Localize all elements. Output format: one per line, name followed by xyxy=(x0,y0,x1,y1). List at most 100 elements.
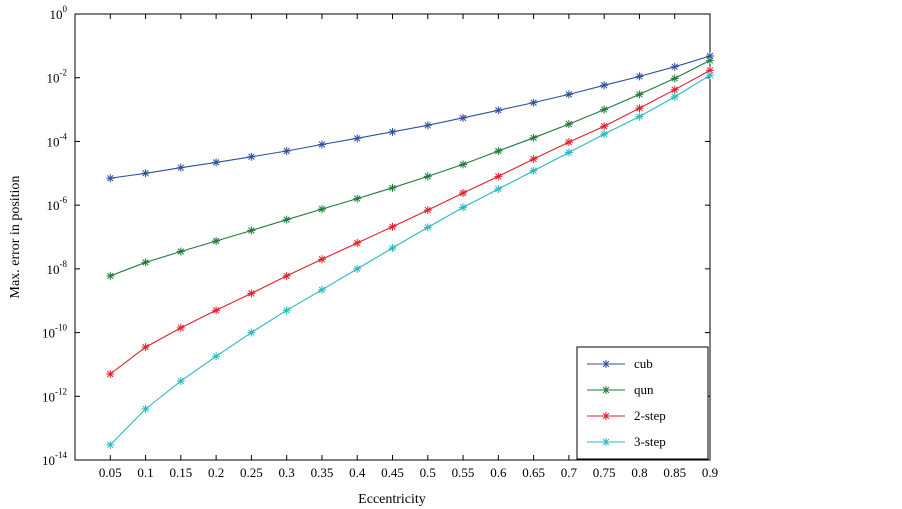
data-point-3-step xyxy=(529,166,538,175)
data-point-cub xyxy=(317,140,326,149)
y-tick-exponent: -2 xyxy=(60,68,68,78)
data-point-qun xyxy=(494,147,503,156)
data-point-3-step xyxy=(635,112,644,121)
data-point-3-step xyxy=(141,404,150,413)
data-point-cub xyxy=(564,90,573,99)
marker-stroke xyxy=(636,113,643,120)
y-tick-base: 10 xyxy=(42,453,55,468)
marker-stroke xyxy=(389,184,396,192)
marker-stroke xyxy=(212,159,220,166)
marker-stroke xyxy=(530,134,537,142)
marker-stroke xyxy=(318,205,326,213)
data-point-2-step xyxy=(141,343,150,352)
series-layer xyxy=(106,52,714,449)
legend-marker-3-step xyxy=(602,438,610,446)
x-tick-label: 0.35 xyxy=(311,465,334,480)
marker-stroke xyxy=(353,265,361,273)
y-tick-exponent: -10 xyxy=(55,323,67,333)
marker-stroke xyxy=(600,130,608,138)
y-tick-exponent: -14 xyxy=(55,450,67,460)
x-tick-label: 0.45 xyxy=(381,465,404,480)
legend-box xyxy=(576,346,709,460)
data-point-2-step xyxy=(670,85,679,94)
x-tick-label: 0.5 xyxy=(420,465,436,480)
x-tick-label: 0.85 xyxy=(663,465,686,480)
y-tick-label: 10-6 xyxy=(47,195,68,213)
marker-stroke xyxy=(565,120,573,128)
legend-label: 2-step xyxy=(634,408,666,423)
data-point-2-step xyxy=(317,255,326,264)
marker-stroke xyxy=(600,82,608,89)
marker-stroke xyxy=(459,204,467,211)
x-axis-label: Eccentricity xyxy=(358,492,426,507)
data-point-qun xyxy=(106,271,115,280)
marker-stroke xyxy=(248,329,255,336)
data-point-qun xyxy=(212,236,221,245)
y-tick-base: 10 xyxy=(42,389,55,404)
data-point-cub xyxy=(247,152,256,161)
series-line-cub xyxy=(110,55,711,179)
data-point-cub xyxy=(635,72,644,81)
x-tick-label: 0.75 xyxy=(593,465,616,480)
marker-stroke xyxy=(318,286,326,294)
marker-stroke xyxy=(212,307,220,314)
data-point-qun xyxy=(706,56,714,65)
data-point-3-step xyxy=(459,203,468,212)
y-tick-base: 10 xyxy=(50,7,63,22)
x-tick-label: 0.65 xyxy=(522,465,545,480)
marker-stroke xyxy=(424,122,432,129)
series-line-2-step xyxy=(109,69,711,375)
data-point-3-step xyxy=(282,306,291,315)
data-point-2-step xyxy=(282,271,291,280)
data-point-2-step xyxy=(423,206,432,215)
marker-stroke xyxy=(142,259,149,266)
y-tick-exponent: 0 xyxy=(63,4,68,14)
data-point-cub xyxy=(282,147,291,156)
marker-stroke xyxy=(671,75,678,82)
data-point-3-step xyxy=(176,377,185,386)
x-tick-label: 0.4 xyxy=(349,465,366,480)
data-point-2-step xyxy=(494,172,503,181)
data-point-3-step xyxy=(317,285,326,294)
data-point-cub xyxy=(388,127,397,136)
series-line-qun xyxy=(110,59,711,277)
y-tick-label: 10-12 xyxy=(42,386,67,404)
y-tick-label: 10-8 xyxy=(47,259,68,277)
data-point-cub xyxy=(494,106,503,115)
data-point-qun xyxy=(600,105,609,114)
y-axis-label: Max. error in position xyxy=(8,176,23,299)
marker-stroke xyxy=(495,185,502,193)
marker-stroke xyxy=(353,195,361,202)
x-tick-label: 0.9 xyxy=(702,465,718,480)
data-point-3-step xyxy=(388,244,397,253)
y-tick-label: 100 xyxy=(50,4,68,22)
marker-stroke xyxy=(602,438,610,446)
marker-stroke xyxy=(565,91,573,98)
data-point-qun xyxy=(141,258,150,267)
marker-stroke xyxy=(177,324,185,332)
data-point-2-step xyxy=(529,155,538,164)
data-point-qun xyxy=(247,226,256,235)
marker-stroke xyxy=(212,237,220,245)
data-point-3-step xyxy=(423,223,432,232)
x-tick-label: 0.8 xyxy=(631,465,647,480)
marker-stroke xyxy=(706,57,714,64)
y-tick-base: 10 xyxy=(42,326,55,341)
marker-stroke xyxy=(602,360,610,368)
marker-stroke xyxy=(107,370,114,378)
marker-stroke xyxy=(318,256,326,263)
y-tick-label: 10-14 xyxy=(42,450,67,468)
x-tick-label: 0.7 xyxy=(561,465,578,480)
marker-stroke xyxy=(142,343,149,351)
legend-marker-qun xyxy=(602,386,610,394)
data-point-2-step xyxy=(388,222,397,231)
marker-stroke xyxy=(495,107,502,114)
data-point-3-step xyxy=(600,130,609,139)
data-point-2-step xyxy=(564,138,573,147)
marker-stroke xyxy=(318,141,326,148)
legend: cub qun 2-step 3-step xyxy=(576,346,709,460)
marker-stroke xyxy=(142,170,149,177)
data-point-cub xyxy=(670,62,679,71)
legend-label: qun xyxy=(634,382,654,397)
y-tick-exponent: -8 xyxy=(60,259,68,269)
